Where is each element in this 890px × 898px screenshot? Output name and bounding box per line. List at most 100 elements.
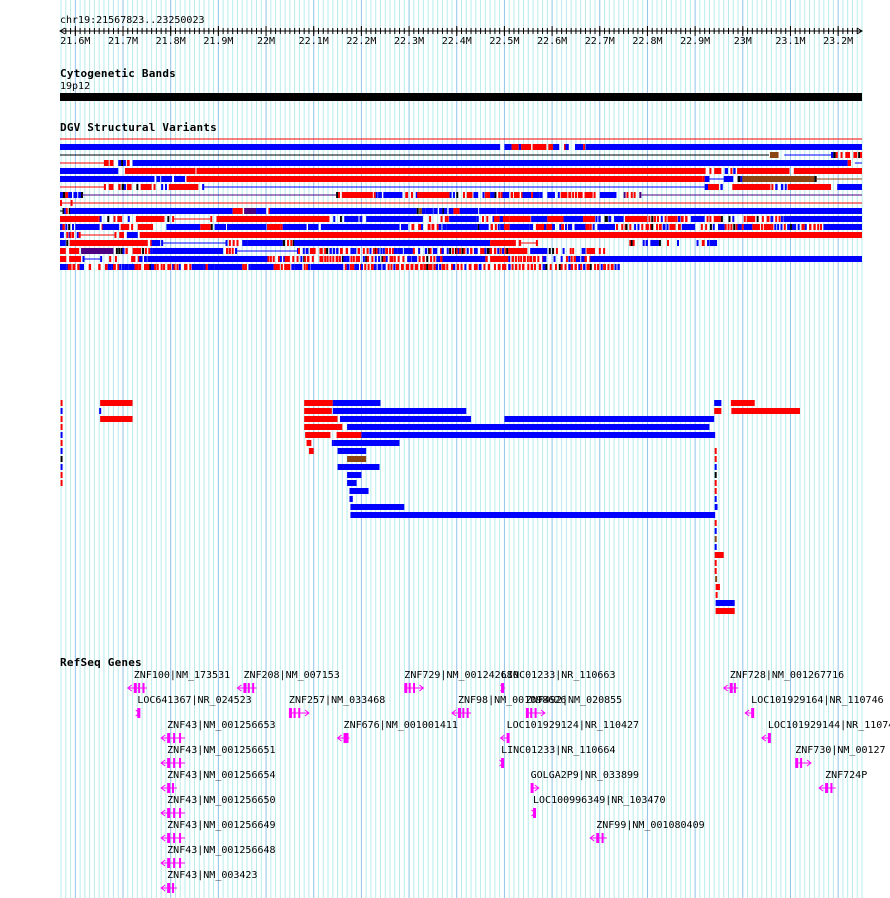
sv-feature[interactable]: [473, 264, 478, 270]
sv-feature[interactable]: [77, 264, 80, 270]
sv-feature[interactable]: [741, 224, 744, 230]
sv-feature[interactable]: [558, 264, 561, 270]
gene-glyph[interactable]: [0, 807, 890, 819]
sv-feature[interactable]: [449, 192, 452, 198]
sv-feature[interactable]: [593, 192, 596, 198]
sv-feature[interactable]: [482, 192, 485, 198]
sv-feature[interactable]: [506, 248, 509, 254]
sv-feature[interactable]: [775, 216, 778, 222]
sv-feature[interactable]: [59, 192, 63, 198]
sv-feature[interactable]: [784, 184, 787, 190]
sv-feature[interactable]: [407, 256, 410, 262]
sv-feature[interactable]: [650, 240, 659, 246]
sv-feature[interactable]: [433, 208, 438, 214]
sv-feature[interactable]: [440, 248, 443, 254]
sv-feature[interactable]: [311, 256, 314, 262]
sv-feature[interactable]: [524, 192, 532, 198]
gene-glyph[interactable]: [0, 782, 890, 794]
sv-feature[interactable]: [713, 216, 721, 222]
sv-feature[interactable]: [715, 592, 718, 598]
sv-feature[interactable]: [549, 264, 552, 270]
sv-feature[interactable]: [389, 256, 392, 262]
sv-feature[interactable]: [533, 192, 540, 198]
sv-feature[interactable]: [568, 192, 572, 198]
sv-feature[interactable]: [592, 224, 595, 230]
sv-feature[interactable]: [500, 224, 504, 230]
sv-feature[interactable]: [583, 248, 586, 254]
sv-feature[interactable]: [714, 568, 717, 574]
sv-feature[interactable]: [338, 192, 341, 198]
gene-glyph[interactable]: [0, 757, 890, 769]
sv-feature[interactable]: [476, 216, 479, 222]
sv-feature[interactable]: [714, 400, 722, 406]
sv-feature[interactable]: [574, 144, 584, 150]
sv-feature[interactable]: [296, 256, 299, 262]
sv-feature[interactable]: [626, 216, 648, 222]
gene-glyph[interactable]: [0, 832, 890, 844]
sv-feature[interactable]: [136, 184, 139, 190]
sv-feature[interactable]: [280, 264, 283, 270]
sv-feature[interactable]: [737, 176, 741, 182]
sv-feature[interactable]: [459, 208, 479, 214]
sv-feature[interactable]: [410, 264, 414, 270]
gene-label[interactable]: ZNF724P: [825, 770, 868, 781]
sv-feature[interactable]: [439, 264, 442, 270]
sv-feature[interactable]: [324, 248, 327, 254]
sv-feature[interactable]: [143, 264, 150, 270]
sv-feature[interactable]: [132, 248, 142, 254]
sv-feature[interactable]: [422, 256, 425, 262]
sv-feature[interactable]: [121, 184, 124, 190]
sv-feature[interactable]: [59, 144, 501, 150]
sv-feature[interactable]: [769, 152, 779, 158]
sv-feature[interactable]: [585, 224, 590, 230]
sv-feature[interactable]: [104, 264, 108, 270]
sv-feature[interactable]: [637, 224, 640, 230]
sv-feature[interactable]: [306, 264, 309, 270]
gene-label[interactable]: ZNF43|NM_001256653: [167, 720, 276, 731]
sv-feature[interactable]: [385, 248, 389, 254]
sv-feature[interactable]: [614, 216, 624, 222]
sv-feature[interactable]: [151, 240, 161, 246]
sv-feature[interactable]: [714, 552, 724, 558]
sv-feature[interactable]: [418, 224, 421, 230]
sv-feature[interactable]: [305, 432, 331, 438]
sv-feature[interactable]: [346, 264, 350, 270]
sv-feature[interactable]: [267, 256, 270, 262]
sv-feature[interactable]: [66, 264, 69, 270]
sv-feature[interactable]: [168, 184, 199, 190]
sv-feature[interactable]: [484, 248, 487, 254]
sv-feature[interactable]: [588, 248, 596, 254]
sv-feature[interactable]: [60, 424, 63, 430]
sv-feature[interactable]: [560, 256, 563, 262]
sv-feature[interactable]: [59, 240, 66, 246]
sv-feature[interactable]: [442, 208, 445, 214]
sv-feature[interactable]: [817, 224, 820, 230]
sv-feature[interactable]: [339, 248, 343, 254]
sv-feature[interactable]: [324, 256, 327, 262]
sv-feature[interactable]: [581, 256, 585, 262]
sv-feature[interactable]: [103, 160, 109, 166]
sv-feature[interactable]: [210, 224, 213, 230]
sv-feature[interactable]: [100, 416, 133, 422]
sv-feature[interactable]: [560, 264, 563, 270]
sv-feature[interactable]: [732, 216, 735, 222]
sv-feature[interactable]: [632, 240, 635, 246]
sv-feature[interactable]: [466, 192, 473, 198]
sv-feature[interactable]: [533, 264, 536, 270]
gene-label[interactable]: LINC01233|NR_110663: [501, 670, 616, 681]
sv-feature[interactable]: [714, 520, 717, 526]
sv-feature[interactable]: [343, 256, 347, 262]
sv-feature[interactable]: [707, 184, 719, 190]
sv-feature[interactable]: [737, 168, 790, 174]
sv-feature[interactable]: [743, 216, 746, 222]
sv-feature[interactable]: [479, 224, 489, 230]
sv-feature[interactable]: [568, 256, 571, 262]
gene-label[interactable]: LOC101929164|NR_110746: [751, 695, 884, 706]
sv-feature[interactable]: [494, 192, 497, 198]
sv-feature[interactable]: [564, 224, 567, 230]
sv-feature[interactable]: [559, 224, 562, 230]
sv-feature[interactable]: [543, 224, 547, 230]
sv-feature[interactable]: [530, 256, 533, 262]
sv-feature[interactable]: [801, 224, 805, 230]
sv-feature[interactable]: [621, 224, 624, 230]
